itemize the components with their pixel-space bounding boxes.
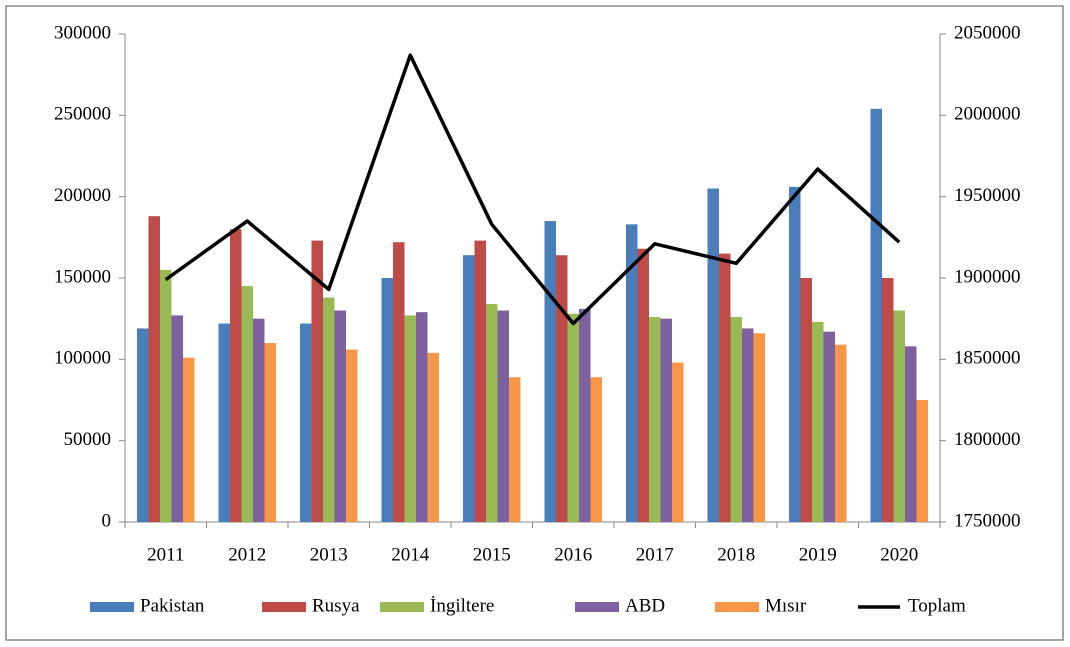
bar xyxy=(486,304,498,522)
bar xyxy=(463,255,475,522)
bar xyxy=(742,328,754,522)
bar xyxy=(672,362,684,522)
y-tick-label: 50000 xyxy=(64,429,112,450)
bar xyxy=(334,310,346,522)
bar xyxy=(916,400,928,522)
y2-tick-label: 2000000 xyxy=(954,104,1021,125)
bar xyxy=(148,216,160,523)
bar xyxy=(230,229,242,522)
bar xyxy=(882,278,894,522)
legend-label: İngiltere xyxy=(430,595,494,616)
bar xyxy=(556,255,568,522)
bar xyxy=(579,308,591,522)
bar xyxy=(823,331,835,522)
bar xyxy=(171,315,183,522)
bar xyxy=(626,224,638,522)
bar xyxy=(253,318,265,522)
x-tick-label: 2020 xyxy=(880,544,918,565)
bar xyxy=(509,377,521,522)
legend-swatch xyxy=(90,602,134,612)
bar xyxy=(812,321,824,522)
bar xyxy=(497,310,509,522)
bar xyxy=(323,297,335,522)
y2-tick-label: 1800000 xyxy=(954,429,1021,450)
bar xyxy=(300,323,312,522)
x-tick-label: 2018 xyxy=(717,544,755,565)
bar xyxy=(870,108,882,523)
legend-label: Pakistan xyxy=(140,595,205,616)
y-tick-label: 250000 xyxy=(54,104,111,125)
bar xyxy=(427,352,439,522)
legend-label: Rusya xyxy=(312,595,360,616)
legend-label: ABD xyxy=(625,595,665,616)
bar xyxy=(835,344,847,522)
legend-label: Toplam xyxy=(908,595,966,616)
y2-tick-label: 1750000 xyxy=(954,510,1021,531)
bar xyxy=(719,253,731,522)
bar xyxy=(474,240,486,522)
bar xyxy=(241,286,253,522)
y-tick-label: 0 xyxy=(102,510,112,531)
bar xyxy=(404,315,416,522)
y-tick-label: 200000 xyxy=(54,185,111,206)
bar xyxy=(544,221,556,523)
y2-tick-label: 1850000 xyxy=(954,348,1021,369)
bar xyxy=(160,269,172,522)
x-tick-label: 2019 xyxy=(799,544,837,565)
legend-swatch xyxy=(380,602,424,612)
y2-tick-label: 2050000 xyxy=(954,22,1021,43)
x-tick-label: 2011 xyxy=(147,544,184,565)
bar xyxy=(311,240,323,522)
bar xyxy=(660,318,672,522)
legend-label: Mısır xyxy=(765,595,807,616)
bar xyxy=(567,313,579,522)
bar xyxy=(264,343,276,522)
bar xyxy=(416,312,428,522)
bar xyxy=(753,333,765,522)
bar xyxy=(218,323,230,522)
x-tick-label: 2014 xyxy=(391,544,430,565)
bar xyxy=(800,278,812,522)
bar xyxy=(393,242,405,523)
bar xyxy=(183,357,195,522)
x-tick-label: 2015 xyxy=(473,544,511,565)
bar xyxy=(346,349,358,522)
line xyxy=(164,53,901,326)
bar xyxy=(590,377,602,522)
bar xyxy=(137,328,149,522)
bar xyxy=(649,317,661,522)
bar xyxy=(905,346,917,522)
x-tick-label: 2012 xyxy=(228,544,266,565)
x-tick-label: 2017 xyxy=(636,544,674,565)
bar xyxy=(707,188,719,523)
x-tick-label: 2013 xyxy=(310,544,348,565)
bar xyxy=(893,310,905,522)
bar xyxy=(381,278,393,522)
x-tick-label: 2016 xyxy=(554,544,592,565)
bar xyxy=(730,317,742,522)
y-tick-label: 150000 xyxy=(54,266,111,287)
y2-tick-label: 1950000 xyxy=(954,185,1021,206)
bar xyxy=(789,186,801,522)
legend-swatch xyxy=(575,602,619,612)
legend-swatch xyxy=(262,602,306,612)
legend-swatch xyxy=(715,602,759,612)
y-tick-label: 100000 xyxy=(54,348,111,369)
y-tick-label: 300000 xyxy=(54,22,111,43)
bar xyxy=(637,248,649,522)
y2-tick-label: 1900000 xyxy=(954,266,1021,287)
